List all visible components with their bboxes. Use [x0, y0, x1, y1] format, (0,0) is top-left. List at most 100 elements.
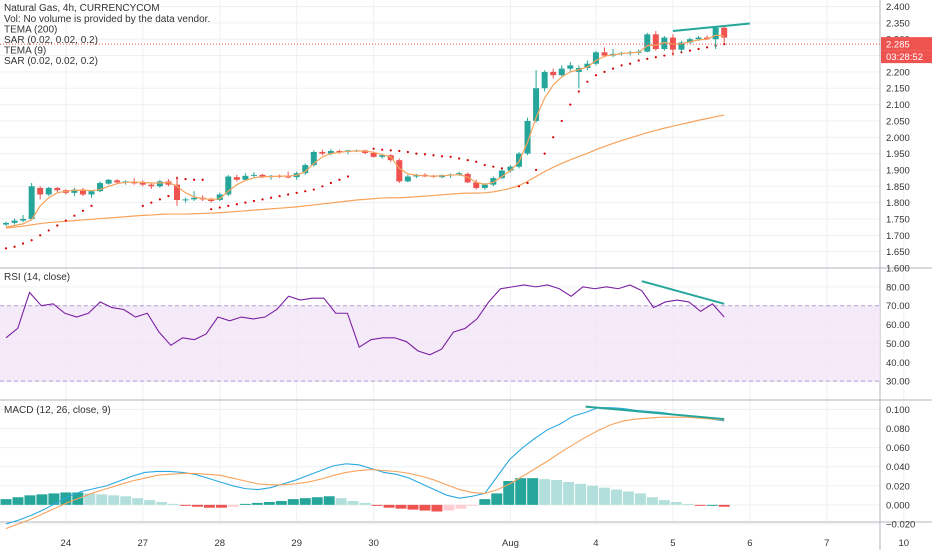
- candle-up[interactable]: [567, 62, 574, 72]
- sar-dot: [646, 57, 649, 60]
- candle-up[interactable]: [216, 192, 223, 201]
- sar-dot: [56, 224, 59, 227]
- sar-dot: [620, 64, 623, 67]
- sar-dot: [440, 155, 444, 158]
- macd-histogram-bar: [479, 499, 491, 505]
- candle-up[interactable]: [88, 190, 95, 198]
- sar-dot: [586, 80, 589, 83]
- price-trendline[interactable]: [672, 22, 750, 33]
- candle-down[interactable]: [79, 187, 86, 197]
- candle-up[interactable]: [20, 215, 27, 223]
- candle-up[interactable]: [678, 40, 685, 53]
- candle-up[interactable]: [404, 174, 411, 183]
- rsi-tick-label: 50.00: [886, 339, 910, 350]
- price-tick-label: 1.850: [886, 182, 910, 193]
- candle-down[interactable]: [473, 179, 480, 190]
- candle-down[interactable]: [139, 180, 146, 187]
- candle-down[interactable]: [208, 197, 215, 203]
- candle-down[interactable]: [233, 174, 240, 182]
- candle-down[interactable]: [396, 158, 403, 184]
- sar-dot: [235, 203, 238, 206]
- candle-down[interactable]: [37, 186, 44, 200]
- candle-up[interactable]: [268, 174, 275, 180]
- candle-up[interactable]: [661, 35, 668, 51]
- candle-up[interactable]: [302, 163, 309, 175]
- candle-up[interactable]: [225, 174, 232, 197]
- candle-down[interactable]: [114, 179, 121, 184]
- rsi-trendline[interactable]: [641, 280, 725, 305]
- macd-histogram-bar: [682, 503, 694, 505]
- candle-up[interactable]: [182, 197, 189, 203]
- candle-up[interactable]: [242, 173, 249, 182]
- candle-up[interactable]: [524, 117, 531, 156]
- candle-body: [285, 176, 292, 178]
- candle-down[interactable]: [174, 176, 180, 206]
- candle-up[interactable]: [584, 60, 591, 71]
- candle-up[interactable]: [3, 221, 9, 227]
- time-tick-label: 7: [824, 538, 829, 549]
- candle-down[interactable]: [336, 149, 343, 154]
- macd-histogram-bar: [539, 479, 551, 505]
- candle-up[interactable]: [533, 70, 540, 123]
- candle-up[interactable]: [11, 218, 18, 225]
- candle-up[interactable]: [97, 181, 104, 193]
- sar-dot: [39, 234, 42, 237]
- sar-dot: [629, 62, 632, 65]
- candle-body: [71, 189, 78, 193]
- sar-dot: [346, 175, 350, 178]
- macd-tick-label: 0.080: [886, 424, 910, 435]
- candle-down[interactable]: [319, 149, 326, 156]
- candle-body: [336, 150, 343, 152]
- candle-down[interactable]: [131, 178, 138, 185]
- candle-up[interactable]: [558, 65, 565, 77]
- candle-down[interactable]: [54, 186, 61, 193]
- candle-down[interactable]: [285, 171, 292, 179]
- macd-histogram-bar: [491, 493, 503, 505]
- sar-dot: [381, 148, 384, 151]
- candle-body: [362, 150, 369, 153]
- macd-tick-label: 0.100: [886, 405, 910, 416]
- candle-body: [592, 52, 599, 64]
- rsi-tick-label: 60.00: [886, 320, 910, 331]
- macd-histogram: [0, 478, 730, 512]
- sar-dot: [64, 219, 67, 222]
- candle-body: [490, 178, 497, 185]
- candle-down[interactable]: [652, 31, 659, 51]
- macd-histogram-bar: [120, 496, 132, 505]
- candle-up[interactable]: [45, 186, 52, 197]
- candle-up[interactable]: [490, 176, 497, 187]
- candle-body: [302, 165, 309, 174]
- macd-histogram-bar: [443, 504, 455, 511]
- time-axis: 24 27 28 29 30 Aug 4 5 6 7 10: [61, 538, 909, 549]
- legend-entry: SAR (0.02, 0.02, 0.2): [4, 56, 98, 67]
- candle-body: [182, 199, 189, 201]
- macd-trendline[interactable]: [585, 405, 725, 421]
- candle-up[interactable]: [498, 169, 505, 180]
- candle-down[interactable]: [550, 68, 557, 79]
- candle-up[interactable]: [28, 183, 35, 221]
- sar-dot: [560, 119, 563, 123]
- sar-dot: [329, 181, 332, 185]
- sar-dot: [706, 46, 709, 49]
- candle-up[interactable]: [71, 187, 78, 197]
- candle-down[interactable]: [669, 34, 676, 56]
- candle-up[interactable]: [250, 172, 257, 178]
- candle-down[interactable]: [721, 26, 728, 43]
- candle-up[interactable]: [105, 179, 112, 185]
- candle-up[interactable]: [592, 50, 599, 66]
- candle-up[interactable]: [687, 37, 693, 45]
- candle-body: [310, 151, 317, 166]
- candle-up[interactable]: [156, 179, 163, 188]
- sar-dot: [577, 90, 580, 93]
- macd-histogram-bar: [60, 492, 72, 505]
- candle-up[interactable]: [712, 26, 719, 50]
- candle-up[interactable]: [541, 70, 548, 92]
- candle-up[interactable]: [516, 151, 522, 169]
- sar-dot: [278, 194, 281, 198]
- time-tick-label: 4: [593, 538, 598, 549]
- candle-down[interactable]: [601, 47, 608, 58]
- candle-body: [661, 37, 668, 50]
- candle-up[interactable]: [644, 32, 651, 53]
